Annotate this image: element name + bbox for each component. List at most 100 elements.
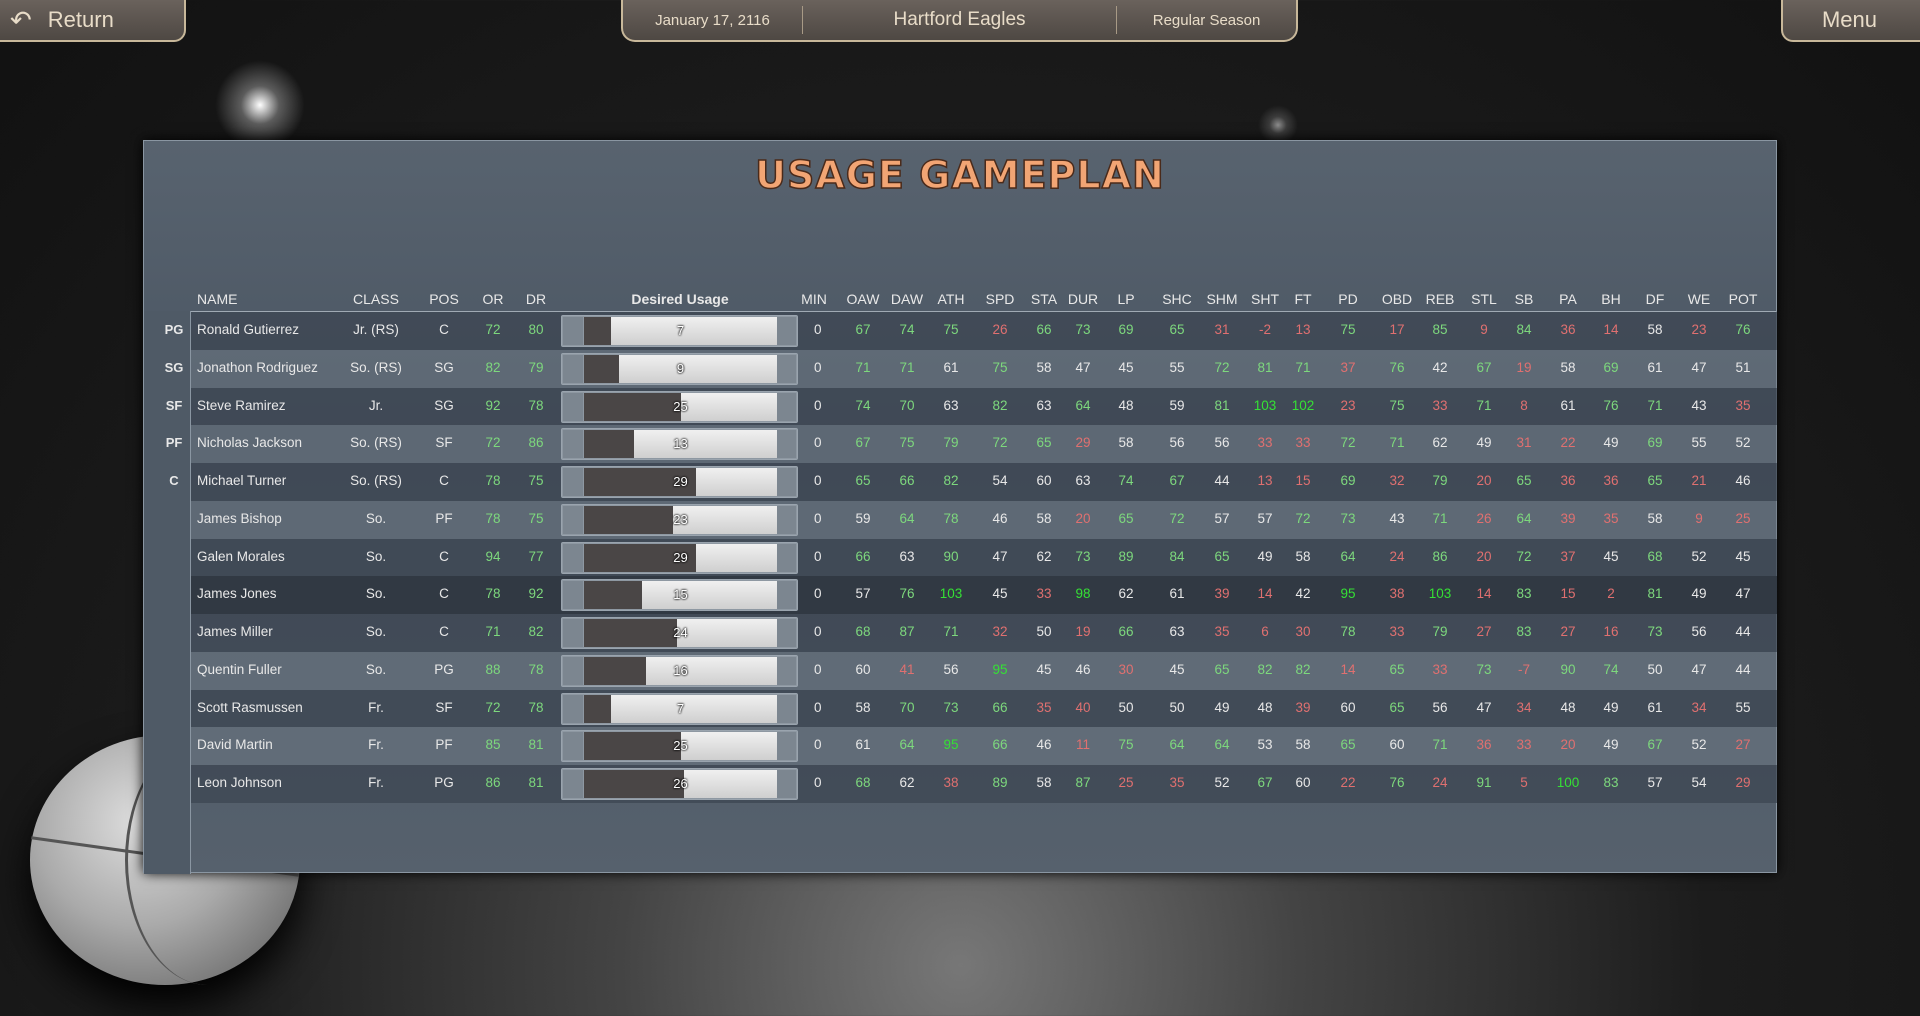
- slider-decrease-handle[interactable]: [563, 430, 583, 459]
- stat-sb: 19: [1516, 359, 1532, 375]
- desired-usage-slider[interactable]: 7: [561, 315, 798, 347]
- table-row[interactable]: Scott Rasmussen Fr. SF 72 78 7 0 58 70 73 66 35 40 50…: [191, 689, 1777, 728]
- lineup-slot: SG: [164, 359, 184, 375]
- desired-usage-slider[interactable]: 24: [561, 617, 798, 649]
- slider-track[interactable]: 25: [584, 392, 777, 421]
- column-header-pa[interactable]: PA: [1559, 291, 1577, 307]
- slider-decrease-handle[interactable]: [563, 505, 583, 534]
- column-header-lp[interactable]: LP: [1117, 291, 1135, 307]
- slider-decrease-handle[interactable]: [563, 694, 583, 723]
- desired-usage-slider[interactable]: 13: [561, 428, 798, 461]
- slider-increase-handle[interactable]: [776, 732, 796, 761]
- stat-sht: 82: [1257, 661, 1273, 677]
- slider-decrease-handle[interactable]: [563, 619, 583, 647]
- return-button[interactable]: ↶ Return: [0, 0, 186, 42]
- desired-usage-slider[interactable]: 15: [561, 579, 798, 612]
- column-header-shc[interactable]: SHC: [1162, 291, 1192, 307]
- slider-decrease-handle[interactable]: [563, 656, 583, 685]
- column-header-obd[interactable]: OBD: [1381, 291, 1413, 307]
- column-header-dur[interactable]: DUR: [1067, 291, 1099, 307]
- column-header-sta[interactable]: STA: [1030, 291, 1058, 307]
- table-row[interactable]: SG Jonathon Rodriguez So. (RS) SG 82 79 9 0 71 71…: [165, 349, 1777, 388]
- slider-track[interactable]: 7: [584, 694, 777, 723]
- column-header-bh[interactable]: BH: [1601, 291, 1621, 307]
- slider-decrease-handle[interactable]: [563, 317, 583, 345]
- table-row[interactable]: Quentin Fuller So. PG 88 78 16 0 60 41 56 95 45 46 30…: [191, 651, 1777, 690]
- desired-usage-slider[interactable]: 7: [561, 692, 798, 725]
- column-header-oaw[interactable]: OAW: [846, 291, 880, 307]
- desired-usage-slider[interactable]: 29: [561, 466, 798, 498]
- slider-increase-handle[interactable]: [776, 354, 796, 383]
- slider-decrease-handle[interactable]: [563, 468, 583, 496]
- desired-usage-slider[interactable]: 16: [561, 654, 798, 687]
- column-header-sb[interactable]: SB: [1514, 291, 1534, 307]
- slider-decrease-handle[interactable]: [563, 354, 583, 383]
- table-row[interactable]: Leon Johnson Fr. PG 86 81 26 0 68 62 38 89 58 87 25 35…: [191, 765, 1777, 803]
- slider-increase-handle[interactable]: [776, 694, 796, 723]
- slider-increase-handle[interactable]: [776, 770, 796, 798]
- table-row[interactable]: PG Ronald Gutierrez Jr. (RS) C 72 80 7 0 67 74 75 2…: [165, 312, 1777, 350]
- column-header-usage[interactable]: Desired Usage: [631, 291, 729, 307]
- table-row[interactable]: SF Steve Ramirez Jr. SG 92 78 25 0 74 70 63 82 63 64 4…: [166, 387, 1777, 426]
- column-header-or[interactable]: OR: [482, 291, 504, 307]
- slider-decrease-handle[interactable]: [563, 732, 583, 761]
- slider-track[interactable]: 7: [584, 317, 777, 345]
- slider-track[interactable]: 24: [584, 619, 777, 647]
- slider-track[interactable]: 23: [584, 505, 777, 534]
- slider-track[interactable]: 13: [584, 430, 777, 459]
- slider-decrease-handle[interactable]: [563, 770, 583, 798]
- slider-increase-handle[interactable]: [776, 581, 796, 610]
- slider-increase-handle[interactable]: [776, 656, 796, 685]
- column-header-ft[interactable]: FT: [1294, 291, 1312, 307]
- desired-usage-slider[interactable]: 29: [561, 541, 798, 574]
- column-header-pos[interactable]: POS: [429, 291, 459, 307]
- column-header-min[interactable]: MIN: [801, 291, 827, 307]
- column-header-dr[interactable]: DR: [525, 291, 547, 307]
- column-header-reb[interactable]: REB: [1425, 291, 1455, 307]
- slider-increase-handle[interactable]: [776, 505, 796, 534]
- slider-increase-handle[interactable]: [776, 392, 796, 421]
- slider-increase-handle[interactable]: [776, 543, 796, 572]
- slider-track[interactable]: 29: [584, 543, 777, 572]
- slider-increase-handle[interactable]: [776, 619, 796, 647]
- desired-usage-slider[interactable]: 25: [561, 730, 798, 763]
- table-row[interactable]: James Miller So. C 71 82 24 0 68 87 71 32 50 19 66 63 3…: [191, 614, 1777, 652]
- column-header-sht[interactable]: SHT: [1251, 291, 1279, 307]
- table-row[interactable]: Galen Morales So. C 94 77 29 0 66 63 90 47 62 73 89 84…: [191, 538, 1777, 577]
- column-header-ath[interactable]: ATH: [937, 291, 965, 307]
- slider-increase-handle[interactable]: [776, 430, 796, 459]
- slider-increase-handle[interactable]: [776, 317, 796, 345]
- column-header-pd[interactable]: PD: [1338, 291, 1358, 307]
- desired-usage-slider[interactable]: 25: [561, 390, 798, 423]
- slider-track[interactable]: 16: [584, 656, 777, 685]
- table-row[interactable]: James Bishop So. PF 78 75 23 0 59 64 78 46 58 20 65 72…: [191, 500, 1777, 539]
- column-header-stl[interactable]: STL: [1471, 291, 1497, 307]
- column-header-name[interactable]: NAME: [197, 291, 238, 307]
- column-header-class[interactable]: CLASS: [353, 291, 399, 307]
- desired-usage-slider[interactable]: 26: [561, 768, 798, 800]
- slider-track[interactable]: 9: [584, 354, 777, 383]
- slider-increase-handle[interactable]: [776, 468, 796, 496]
- slider-track[interactable]: 26: [584, 770, 777, 798]
- slider-track[interactable]: 29: [584, 468, 777, 496]
- menu-button[interactable]: Menu: [1781, 0, 1920, 42]
- table-row[interactable]: James Jones So. C 78 92 15 0 57 76 103 45 33 98 62 61 3…: [191, 576, 1777, 614]
- slider-decrease-handle[interactable]: [563, 392, 583, 421]
- column-header-pot[interactable]: POT: [1728, 291, 1758, 307]
- table-row[interactable]: PF Nicholas Jackson So. (RS) SF 72 86 13 0 67 75 7…: [166, 425, 1777, 463]
- slider-decrease-handle[interactable]: [563, 581, 583, 610]
- desired-usage-slider[interactable]: 23: [561, 503, 798, 536]
- table-row[interactable]: C Michael Turner So. (RS) C 78 75 29 0 65 66 82 54 6…: [169, 463, 1777, 501]
- slider-track[interactable]: 15: [584, 581, 777, 610]
- desired-usage-slider[interactable]: 9: [561, 352, 798, 385]
- slider-track[interactable]: 25: [584, 732, 777, 761]
- column-header-shm[interactable]: SHM: [1206, 291, 1238, 307]
- column-header-daw[interactable]: DAW: [890, 291, 924, 307]
- slider-decrease-handle[interactable]: [563, 543, 583, 572]
- stat-pot: 52: [1735, 435, 1751, 451]
- column-header-spd[interactable]: SPD: [985, 291, 1015, 307]
- stat-stl: 9: [1480, 322, 1488, 337]
- column-header-we[interactable]: WE: [1687, 291, 1711, 307]
- table-row[interactable]: David Martin Fr. PF 85 81 25 0 61 64 95 66 46 11 75 64…: [191, 727, 1777, 765]
- column-header-df[interactable]: DF: [1645, 291, 1665, 307]
